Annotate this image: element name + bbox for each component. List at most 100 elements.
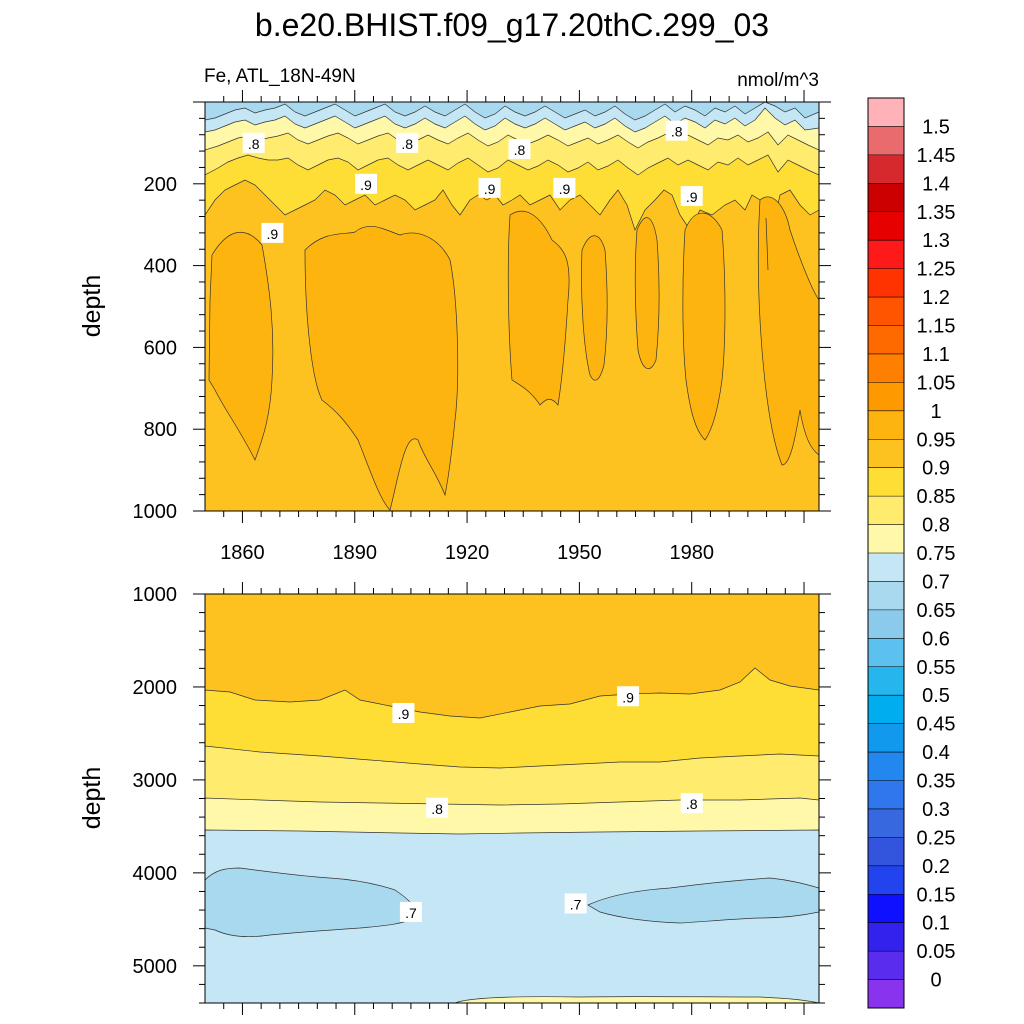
contour-label: .8 xyxy=(686,796,698,812)
colorbar-label: 1.5 xyxy=(922,116,950,138)
colorbar-label: 0.8 xyxy=(922,515,950,537)
contour-label-box xyxy=(354,173,377,194)
colorbar-swatch xyxy=(868,325,904,355)
colorbar-swatch xyxy=(868,922,904,952)
colorbar-swatch xyxy=(868,353,904,383)
x-tick-label: 1920 xyxy=(445,542,490,564)
contour-label: .9 xyxy=(559,181,571,197)
contour-label-box xyxy=(261,222,284,243)
contour-label-box xyxy=(426,797,449,818)
contour-label: .9 xyxy=(267,226,279,242)
y-tick-label: 5000 xyxy=(133,956,178,978)
colorbar-label: 1.4 xyxy=(922,173,950,195)
x-tick-label: 1890 xyxy=(333,542,378,564)
contour-label-box xyxy=(680,793,703,814)
colorbar-swatch xyxy=(868,752,904,781)
colorbar-swatch xyxy=(868,211,904,241)
colorbar-swatch xyxy=(868,126,904,156)
contour-label-box xyxy=(399,901,422,922)
band-0.7-0.75 xyxy=(205,829,819,1003)
upper-axes: 200 400 600 800 1000 1860 1890 1920 1950 1980 xyxy=(133,90,831,564)
colorbar-swatch xyxy=(868,979,904,1009)
contour-label: .8 xyxy=(671,124,683,140)
colorbar-swatch xyxy=(868,609,904,639)
lower-y-axis-label: depth xyxy=(78,767,106,830)
contour-label: .9 xyxy=(484,181,496,197)
colorbar-swatch xyxy=(868,268,904,298)
colorbar-label: 1.45 xyxy=(917,145,956,167)
contour-label: .9 xyxy=(360,177,372,193)
lower-panel: 1000 2000 3000 4000 5000 .9 .9 .8 .8 .7 .7 depth xyxy=(78,582,831,1015)
y-tick-label: 4000 xyxy=(133,863,178,885)
colorbar-label: 0.75 xyxy=(917,543,956,565)
colorbar-swatch xyxy=(868,98,904,127)
y-tick-label: 600 xyxy=(144,337,177,359)
y-tick-label: 200 xyxy=(144,174,177,196)
contour-label: .7 xyxy=(570,897,582,913)
colorbar-swatch xyxy=(868,865,904,895)
colorbar-swatch xyxy=(868,666,904,696)
colorbar: 1.5 1.45 1.4 1.35 1.3 1.25 1.2 1.15 1.1 1.05 1 0.95… xyxy=(867,97,956,1009)
colorbar-swatch xyxy=(868,240,904,270)
contour-label-box xyxy=(508,139,531,160)
contour-label-box xyxy=(617,686,640,707)
y-tick-label: 2000 xyxy=(133,677,178,699)
contour-label: .8 xyxy=(431,801,443,817)
colorbar-label: 0.9 xyxy=(922,458,950,480)
y-tick-label: 1000 xyxy=(133,584,178,606)
contour-label-box xyxy=(392,702,415,723)
colorbar-swatch xyxy=(868,695,904,725)
colorbar-label: 1.05 xyxy=(917,372,956,394)
colorbar-label: 1 xyxy=(930,401,941,423)
colorbar-label: 1.3 xyxy=(922,230,950,252)
contour-label: .8 xyxy=(248,136,260,152)
colorbar-swatch xyxy=(868,467,904,497)
colorbar-swatch xyxy=(868,780,904,810)
contour-label-box xyxy=(665,120,688,141)
colorbar-swatch xyxy=(868,183,904,213)
band-0.95-1 xyxy=(208,196,819,511)
contour-label: .9 xyxy=(622,689,634,705)
colorbar-swatch xyxy=(868,837,904,867)
colorbar-label: 0.4 xyxy=(922,742,950,764)
x-tick-label: 1980 xyxy=(669,542,714,564)
band-lt-0.7 xyxy=(205,102,819,121)
colorbar-label: 0.55 xyxy=(917,657,956,679)
contour-label-box xyxy=(553,177,576,198)
colorbar-label: 0.85 xyxy=(917,486,956,508)
colorbar-swatch xyxy=(868,808,904,838)
lower-contour-field xyxy=(205,594,819,1003)
colorbar-label: 0.2 xyxy=(922,856,950,878)
upper-y-axis-label: depth xyxy=(78,275,106,338)
lower-contour-labels: .9 .9 .8 .8 .7 .7 xyxy=(392,686,703,922)
colorbar-label: 1.1 xyxy=(922,344,950,366)
colorbar-label: 1.35 xyxy=(917,202,956,224)
colorbar-label: 1.2 xyxy=(922,287,950,309)
band-lt-0.7-right xyxy=(587,877,819,924)
contour-label: .8 xyxy=(514,142,526,158)
contour-label-box xyxy=(242,132,265,153)
colorbar-swatch xyxy=(868,524,904,554)
upper-panel: Fe, ATL_18N-49N nmol/m^3 xyxy=(78,66,831,564)
upper-contour-field xyxy=(205,102,819,511)
subtitle-left: Fe, ATL_18N-49N xyxy=(204,66,356,87)
colorbar-label: 0.05 xyxy=(917,941,956,963)
colorbar-swatch xyxy=(868,894,904,924)
colorbar-label: 0.25 xyxy=(917,827,956,849)
colorbar-label: 0.1 xyxy=(922,913,950,935)
colorbar-swatch xyxy=(868,410,904,440)
y-tick-label: 3000 xyxy=(133,770,178,792)
colorbar-swatch xyxy=(868,581,904,611)
colorbar-label: 1.25 xyxy=(917,259,956,281)
colorbar-label: 1.15 xyxy=(917,316,956,338)
x-tick-label: 1950 xyxy=(557,542,602,564)
contour-label-box xyxy=(564,893,587,914)
band-0.75-0.8-bottom xyxy=(454,996,819,1003)
colorbar-label: 0.35 xyxy=(917,771,956,793)
contour-label-box xyxy=(396,132,419,153)
colorbar-label: 0 xyxy=(930,970,941,992)
colorbar-swatch xyxy=(868,297,904,326)
contour-label: .9 xyxy=(398,706,410,722)
colorbar-swatch xyxy=(868,553,904,582)
